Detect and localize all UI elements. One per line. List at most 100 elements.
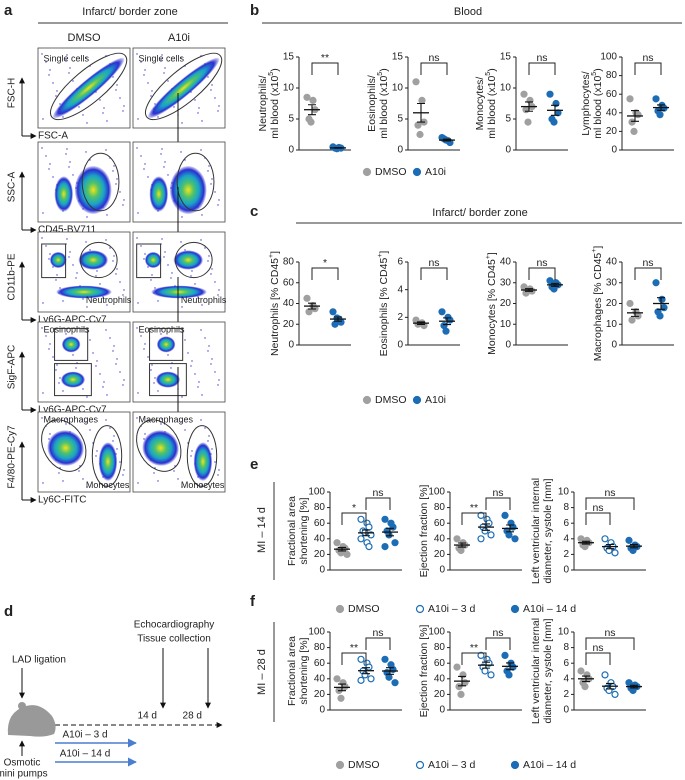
significance-label: ns bbox=[592, 642, 603, 654]
y-tick-label: 60 bbox=[314, 658, 326, 669]
superscript: 5 bbox=[268, 72, 275, 76]
y-axis-label: Neutrophils/ bbox=[257, 75, 269, 131]
y-tick-label: 80 bbox=[434, 642, 446, 653]
data-point bbox=[505, 531, 513, 539]
event-dot bbox=[137, 302, 139, 304]
mouse-icon bbox=[7, 705, 56, 737]
event-dot bbox=[157, 300, 159, 302]
event-dot bbox=[200, 239, 202, 241]
label-part: Fractional area bbox=[286, 496, 298, 566]
event-dot bbox=[184, 339, 186, 341]
event-dot bbox=[210, 363, 212, 365]
data-point bbox=[611, 690, 619, 699]
event-dot bbox=[137, 212, 139, 214]
event-dot bbox=[75, 367, 77, 369]
y-tick-label: 40 bbox=[283, 298, 295, 309]
density-blob bbox=[61, 371, 85, 388]
event-dot bbox=[123, 105, 125, 107]
event-dot bbox=[85, 151, 87, 153]
legend-label: DMSO bbox=[348, 603, 380, 615]
event-dot bbox=[181, 122, 183, 124]
data-point bbox=[453, 535, 461, 543]
data-point bbox=[577, 667, 585, 675]
event-dot bbox=[105, 239, 107, 241]
event-dot bbox=[99, 283, 101, 285]
event-dot bbox=[140, 61, 142, 63]
significance-bracket bbox=[365, 497, 391, 510]
event-dot bbox=[151, 274, 153, 276]
event-dot bbox=[42, 212, 44, 214]
event-dot bbox=[76, 272, 78, 274]
label-part: Left ventricular internal bbox=[530, 478, 542, 584]
data-point bbox=[438, 308, 446, 316]
gate-label: Eosinophils bbox=[139, 324, 186, 334]
sem-bar bbox=[443, 138, 451, 142]
event-dot bbox=[144, 253, 146, 255]
sem-bar bbox=[525, 288, 533, 292]
event-dot bbox=[66, 148, 68, 150]
sem-bar bbox=[525, 101, 533, 112]
data-point bbox=[381, 542, 389, 551]
event-dot bbox=[106, 394, 108, 396]
y-tick-label: 10 bbox=[606, 319, 618, 330]
flow-plot-frame bbox=[37, 321, 131, 403]
data-point bbox=[385, 531, 393, 539]
event-dot bbox=[85, 331, 87, 333]
event-dot bbox=[137, 118, 139, 120]
event-dot bbox=[68, 256, 70, 258]
superscript: 5 bbox=[591, 72, 598, 76]
data-point bbox=[626, 299, 634, 308]
legend-marker bbox=[412, 167, 422, 177]
significance-label: ns bbox=[372, 487, 383, 499]
event-dot bbox=[48, 74, 50, 76]
gate bbox=[50, 52, 128, 121]
data-point bbox=[414, 121, 422, 129]
significance-label: ns bbox=[372, 627, 383, 639]
legend-marker bbox=[510, 760, 520, 770]
y-axis-label: ml blood (x105) bbox=[485, 68, 497, 138]
label-part: ml blood (x10 bbox=[269, 76, 281, 139]
event-dot bbox=[122, 294, 124, 296]
data-point bbox=[625, 536, 633, 544]
event-dot bbox=[115, 183, 117, 185]
event-dot bbox=[144, 343, 146, 345]
significance-label: ** bbox=[470, 642, 478, 654]
data-point bbox=[381, 655, 389, 663]
event-dot bbox=[207, 440, 209, 442]
event-dot bbox=[200, 419, 202, 421]
timeline-label: Echocardiography bbox=[134, 620, 215, 631]
data-point bbox=[365, 663, 373, 671]
y-tick-label: 0 bbox=[563, 565, 569, 576]
y-tick-label: 8 bbox=[563, 642, 569, 653]
event-dot bbox=[157, 116, 159, 118]
significance-bracket bbox=[341, 652, 367, 665]
event-dot bbox=[49, 69, 51, 71]
event-dot bbox=[137, 482, 139, 484]
panel-letter: c bbox=[250, 203, 258, 220]
event-dot bbox=[201, 394, 203, 396]
event-dot bbox=[48, 258, 50, 260]
event-dot bbox=[95, 275, 97, 277]
treatment-label: A10i – 14 d bbox=[60, 749, 111, 760]
event-dot bbox=[41, 417, 43, 419]
density-blob bbox=[47, 430, 84, 466]
y-axis-label: shortening [%] bbox=[298, 497, 310, 564]
event-dot bbox=[112, 350, 114, 352]
y-axis-label: shortening [%] bbox=[298, 637, 310, 704]
event-dot bbox=[68, 72, 70, 74]
event-dot bbox=[211, 268, 213, 270]
event-dot bbox=[144, 69, 146, 71]
event-dot bbox=[69, 251, 71, 253]
density-blob bbox=[78, 250, 108, 270]
y-tick-label: 10 bbox=[283, 83, 295, 94]
sem-bar bbox=[362, 529, 370, 537]
event-dot bbox=[106, 304, 108, 306]
significance-label: * bbox=[352, 502, 356, 514]
y-tick-label: 80 bbox=[314, 642, 326, 653]
data-point bbox=[418, 96, 426, 105]
gate bbox=[81, 152, 120, 212]
data-point bbox=[333, 314, 341, 322]
y-axis-label: Left ventricular internal bbox=[530, 618, 542, 724]
event-dot bbox=[191, 450, 193, 452]
y-tick-label: 0 bbox=[611, 145, 617, 156]
